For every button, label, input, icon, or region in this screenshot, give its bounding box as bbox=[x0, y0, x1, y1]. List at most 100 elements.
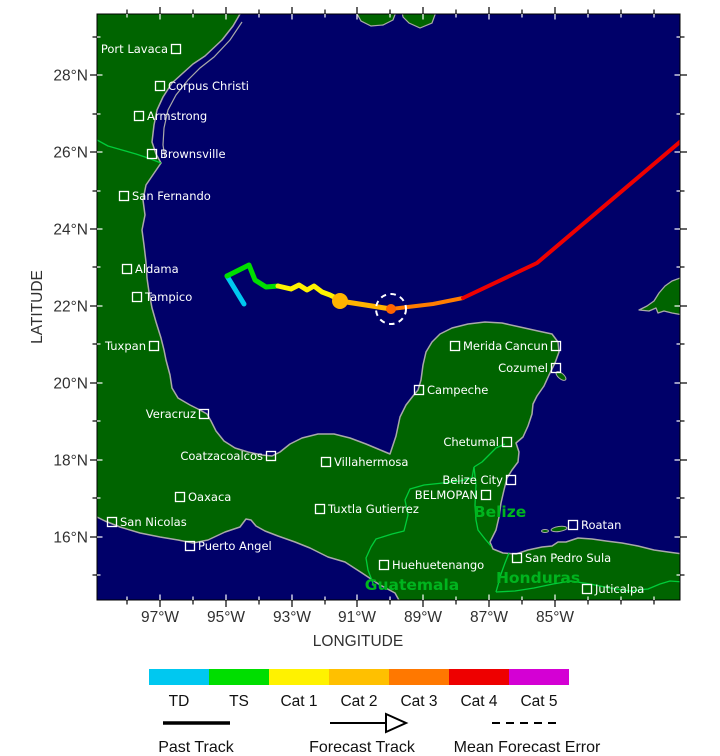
city-marker-13 bbox=[184, 540, 196, 552]
country-label-2: Honduras bbox=[496, 569, 580, 587]
legend-forecast-track-label: Forecast Track bbox=[309, 739, 416, 756]
city-marker-24 bbox=[567, 519, 579, 531]
track-waypoint-dot bbox=[332, 293, 348, 309]
city-marker-18 bbox=[550, 362, 562, 374]
legend-swatch-6 bbox=[509, 669, 569, 685]
land-mainland bbox=[97, 14, 680, 600]
y-tick-label: 28°N bbox=[53, 68, 88, 85]
land-cuba bbox=[638, 277, 680, 316]
country-layer: Guatemala Belize Honduras bbox=[365, 503, 580, 594]
city-label-19: Campeche bbox=[427, 383, 488, 397]
legend-past-track-label: Past Track bbox=[158, 739, 235, 756]
x-tick-label: 85°W bbox=[536, 609, 574, 626]
city-marker-15 bbox=[378, 559, 390, 571]
city-marker-2 bbox=[133, 110, 145, 122]
legend-category-label-0: TD bbox=[169, 693, 190, 710]
legend-category-label-3: Cat 2 bbox=[340, 693, 377, 710]
legend-category-label-2: Cat 1 bbox=[280, 693, 317, 710]
current-position-dot bbox=[386, 304, 396, 314]
legend-category-label-5: Cat 4 bbox=[460, 693, 497, 710]
city-label-6: Tampico bbox=[144, 290, 192, 304]
past-track-segment-1 bbox=[224, 262, 281, 290]
city-label-14: Tuxtla Gutierrez bbox=[327, 502, 419, 516]
city-label-15: Huehuetenango bbox=[392, 558, 484, 572]
legend-category-labels: TD TS Cat 1 Cat 2 Cat 3 Cat 4 Cat 5 bbox=[169, 693, 558, 710]
city-marker-22 bbox=[480, 489, 492, 501]
past-track-segment-0 bbox=[224, 273, 247, 307]
city-label-24: Roatan bbox=[581, 518, 621, 532]
city-label-16: Merida bbox=[463, 339, 502, 353]
city-label-18: Cozumel bbox=[498, 361, 548, 375]
x-tick-label: 97°W bbox=[141, 609, 179, 626]
city-label-23: San Pedro Sula bbox=[525, 551, 611, 565]
y-tick-label: 24°N bbox=[53, 222, 88, 239]
legend-category-label-4: Cat 3 bbox=[400, 693, 437, 710]
country-label-0: Guatemala bbox=[365, 576, 460, 594]
land-delta-island-1 bbox=[356, 14, 396, 27]
x-tick-label: 93°W bbox=[273, 609, 311, 626]
city-marker-5 bbox=[121, 263, 133, 275]
city-label-0: Port Lavaca bbox=[101, 42, 168, 56]
border-guatemala-honduras bbox=[495, 552, 510, 593]
city-label-25: Juticalpa bbox=[594, 582, 644, 596]
city-marker-14 bbox=[314, 503, 326, 515]
city-marker-3 bbox=[146, 148, 158, 160]
city-marker-20 bbox=[501, 436, 513, 448]
city-marker-7 bbox=[148, 340, 160, 352]
border-honduras-south bbox=[495, 580, 680, 593]
land-delta-island-2 bbox=[401, 14, 436, 29]
city-marker-17 bbox=[550, 340, 562, 352]
forecast-track-segment-1 bbox=[461, 139, 680, 300]
plot-frame bbox=[96, 13, 681, 601]
city-layer: Port Lavaca Corpus Christi Armstrong Browns… bbox=[101, 42, 644, 596]
city-label-3: Brownsville bbox=[160, 147, 226, 161]
city-marker-16 bbox=[449, 340, 461, 352]
city-label-21: Belize City bbox=[442, 473, 503, 487]
city-label-5: Aldama bbox=[135, 262, 179, 276]
borders-layer bbox=[97, 139, 680, 593]
city-marker-4 bbox=[118, 190, 130, 202]
legend-swatch-4 bbox=[389, 669, 449, 685]
legend-forecast-arrow-head bbox=[385, 712, 409, 734]
mean-forecast-error-circle bbox=[375, 293, 407, 325]
country-label-1: Belize bbox=[474, 503, 527, 521]
island-roatan bbox=[550, 525, 568, 533]
city-label-11: Oaxaca bbox=[188, 490, 231, 504]
city-marker-19 bbox=[413, 384, 425, 396]
city-label-8: Veracruz bbox=[146, 407, 196, 421]
track-layer bbox=[224, 139, 680, 325]
city-marker-1 bbox=[154, 80, 166, 92]
x-tick-label: 89°W bbox=[404, 609, 442, 626]
border-mexico-belize bbox=[473, 443, 506, 468]
past-track-segment-3 bbox=[337, 298, 394, 312]
city-label-12: San Nicolas bbox=[120, 515, 187, 529]
city-marker-25 bbox=[581, 583, 593, 595]
city-marker-8 bbox=[198, 408, 210, 420]
legend-category-label-1: TS bbox=[229, 693, 249, 710]
city-label-22: BELMOPAN bbox=[415, 488, 478, 502]
land-layer bbox=[97, 14, 680, 600]
y-axis-title: LATITUDE bbox=[29, 270, 46, 344]
x-tick-label: 95°W bbox=[207, 609, 245, 626]
barrier-island bbox=[162, 21, 243, 159]
border-mexico-guatemala bbox=[365, 466, 475, 587]
island-utila bbox=[541, 529, 549, 533]
legend-forecast-arrow bbox=[330, 712, 409, 734]
legend-swatch-3 bbox=[329, 669, 389, 685]
border-guatemala-belize bbox=[473, 466, 492, 547]
city-label-4: San Fernando bbox=[132, 189, 211, 203]
city-marker-6 bbox=[131, 291, 143, 303]
x-axis-title: LONGITUDE bbox=[313, 633, 403, 650]
legend-category-label-6: Cat 5 bbox=[520, 693, 557, 710]
city-label-1: Corpus Christi bbox=[168, 79, 249, 93]
legend-swatch-5 bbox=[449, 669, 509, 685]
y-tick-label: 26°N bbox=[53, 145, 88, 162]
y-tick-label: 18°N bbox=[53, 453, 88, 470]
coastline-gulf bbox=[141, 14, 680, 555]
city-label-17: Cancun bbox=[505, 339, 548, 353]
city-marker-10 bbox=[320, 456, 332, 468]
ticks-layer bbox=[90, 7, 687, 607]
city-label-7: Tuxpan bbox=[104, 339, 146, 353]
city-label-9: Coatzacoalcos bbox=[180, 449, 263, 463]
